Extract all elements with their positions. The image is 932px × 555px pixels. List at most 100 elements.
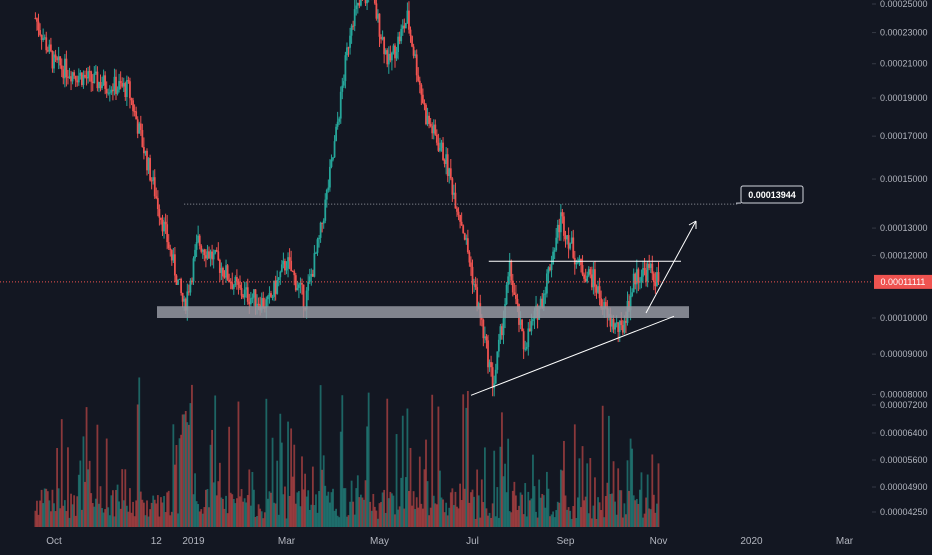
volume-bar <box>593 506 595 527</box>
candle <box>39 23 41 36</box>
volume-bar <box>75 516 77 527</box>
candle-body <box>157 198 159 209</box>
volume-bar <box>286 518 288 527</box>
candle-body <box>645 270 647 282</box>
candle <box>442 137 444 161</box>
candle-body <box>227 265 229 279</box>
candle-body <box>402 26 404 29</box>
candle-body <box>625 321 627 323</box>
volume-bar <box>628 491 630 527</box>
candle-body <box>59 56 61 65</box>
candle-body <box>312 274 314 277</box>
candle-body <box>495 370 497 384</box>
volume-bar <box>301 456 303 527</box>
candle <box>238 279 240 295</box>
volume-bar <box>245 502 247 527</box>
volume-bar <box>637 504 639 527</box>
volume-bar <box>407 409 409 527</box>
candle <box>128 77 130 84</box>
candle-body <box>655 282 657 286</box>
candle <box>335 124 337 141</box>
candle-body <box>171 250 173 260</box>
candle-body <box>501 326 503 335</box>
volume-bar <box>241 489 243 527</box>
candle-body <box>425 105 427 124</box>
candle <box>419 77 421 94</box>
candle <box>416 49 418 82</box>
candle-body <box>216 250 218 252</box>
candle-body <box>374 0 376 3</box>
volume-bar <box>107 507 109 527</box>
candle-body <box>214 250 216 254</box>
volume-bar <box>655 513 657 527</box>
candle-body <box>597 286 599 292</box>
candle-body <box>386 50 388 64</box>
candle-body <box>62 69 64 78</box>
volume-bar <box>518 506 520 527</box>
candle <box>465 235 467 245</box>
candle-body <box>155 196 157 198</box>
volume-bar <box>377 519 379 527</box>
volume-bar <box>275 503 277 527</box>
candle-body <box>417 75 419 81</box>
volume-bar <box>276 461 278 527</box>
candle <box>284 259 286 275</box>
candle-body <box>558 225 560 232</box>
volume-bar <box>358 497 360 527</box>
volume-bar <box>425 440 427 527</box>
candle <box>340 86 342 123</box>
candle <box>199 234 201 249</box>
candle <box>214 250 216 255</box>
candle-body <box>469 252 471 262</box>
volume-bar <box>532 455 534 527</box>
candle-body <box>205 255 207 258</box>
volume-bar <box>524 483 526 527</box>
candle-body <box>648 264 650 268</box>
current-price-label: 0.00011111 <box>881 277 926 287</box>
candle-body <box>241 288 243 296</box>
candle <box>216 247 218 252</box>
candle-body <box>582 265 584 274</box>
volume-bar <box>134 516 136 527</box>
candle <box>69 68 71 79</box>
candle-body <box>563 216 565 236</box>
volume-bar <box>484 447 486 527</box>
candle-body <box>571 238 573 244</box>
candle <box>366 0 368 10</box>
candle-body <box>377 14 379 19</box>
volume-bar <box>310 505 312 527</box>
candle <box>424 99 426 110</box>
candle-body <box>67 77 69 78</box>
candle-body <box>422 95 424 103</box>
candle <box>394 43 396 68</box>
candle <box>472 260 474 294</box>
volume-bar <box>250 506 252 527</box>
candle-body <box>58 56 60 60</box>
candle-body <box>431 126 433 133</box>
volume-bar <box>248 469 250 527</box>
candle <box>73 70 75 79</box>
candle-body <box>357 3 359 6</box>
candle <box>35 12 37 19</box>
trend-drawings[interactable]: 0.00013944 <box>0 186 872 395</box>
candle-body <box>548 267 550 273</box>
candle-body <box>182 293 184 302</box>
candle-body <box>197 236 199 242</box>
candle <box>470 256 472 276</box>
candle <box>572 230 574 259</box>
candle <box>368 0 370 2</box>
volume-bar <box>602 406 604 527</box>
candle <box>115 69 117 99</box>
candle <box>140 116 142 136</box>
volume-bar <box>611 494 613 527</box>
candle-body <box>53 55 55 69</box>
candle <box>38 14 40 37</box>
price-tick-label: 0.00012000 <box>880 251 928 261</box>
candle <box>75 76 77 87</box>
volume-bar <box>171 512 173 527</box>
volume-bar <box>217 481 219 527</box>
volume-bar <box>72 504 74 527</box>
volume-bar <box>213 482 215 527</box>
